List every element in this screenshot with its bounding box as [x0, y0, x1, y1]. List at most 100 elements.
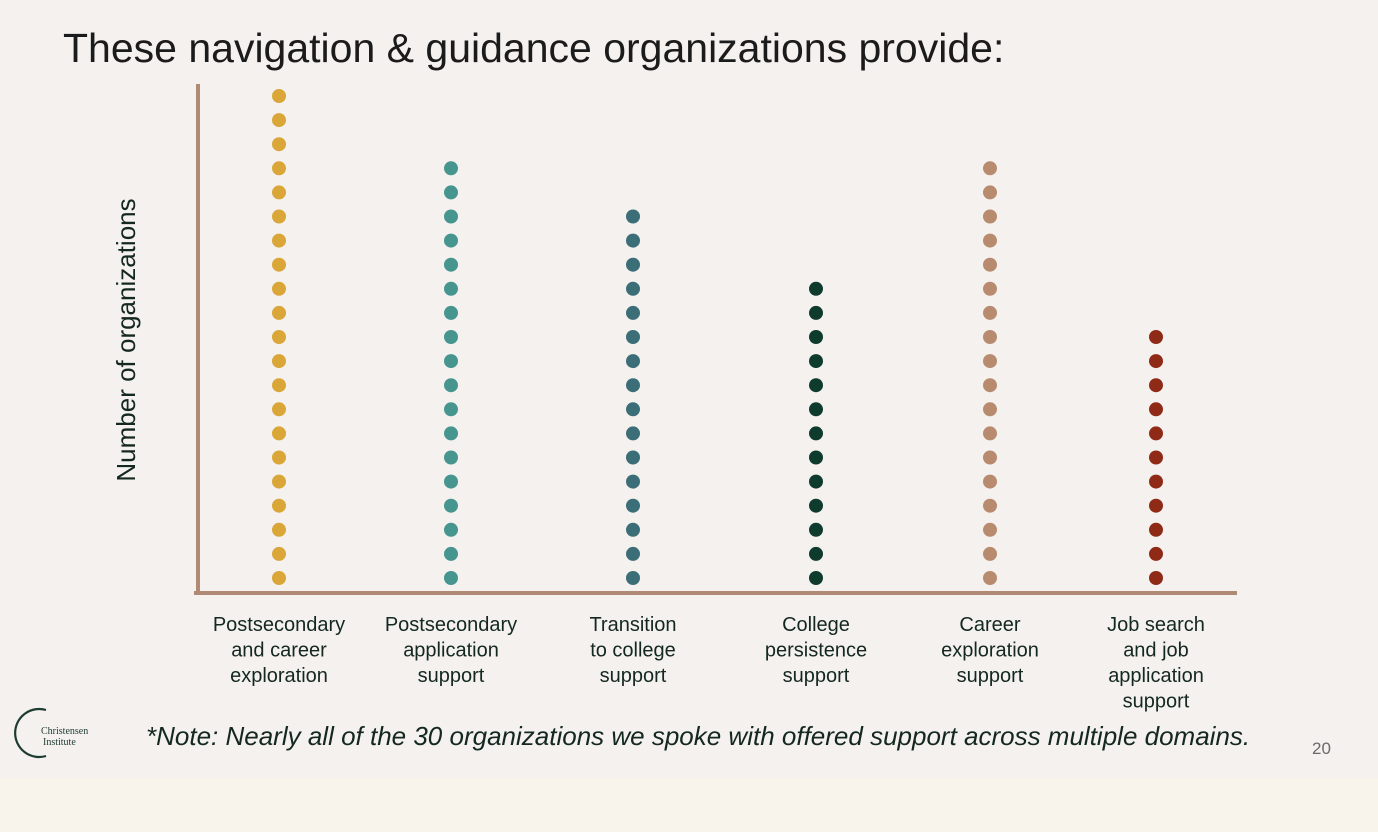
category-label-line: application [403, 640, 499, 662]
data-dot [444, 522, 458, 537]
data-dot [1149, 426, 1163, 441]
data-dot [444, 450, 458, 465]
data-dot [272, 522, 286, 537]
data-dot [272, 137, 286, 152]
data-dot [272, 426, 286, 441]
data-dot [444, 571, 458, 585]
data-dot [983, 571, 997, 585]
data-dot [272, 161, 286, 176]
data-dot [626, 426, 640, 441]
category-label-line: and job [1123, 640, 1189, 662]
data-dot [626, 402, 640, 417]
data-dot [444, 161, 458, 176]
category-label-line: support [1123, 691, 1190, 713]
category-label-line: Postsecondary [213, 614, 345, 636]
data-dot [272, 209, 286, 224]
category-label-line: College [782, 614, 850, 636]
category-label: Transition to college support [589, 614, 676, 687]
data-dot [272, 571, 286, 585]
slide-title: These navigation & guidance organization… [63, 25, 1005, 71]
slide: These navigation & guidance organization… [12, 25, 1331, 761]
category-label: Postsecondary and career exploration [213, 614, 345, 687]
christensen-institute-logo: Christensen Institute [12, 705, 112, 761]
data-dot [983, 522, 997, 537]
data-dot [809, 474, 823, 489]
logo-ring-icon [14, 707, 47, 759]
data-dot [983, 546, 997, 561]
data-dot [444, 402, 458, 417]
data-dot [1149, 354, 1163, 369]
data-dot [444, 281, 458, 296]
data-dot [272, 89, 286, 103]
data-dot [272, 402, 286, 417]
data-dot [272, 354, 286, 369]
data-dot [983, 209, 997, 224]
data-dot [809, 281, 823, 296]
data-dot [626, 474, 640, 489]
data-dot [444, 209, 458, 224]
data-dot [983, 474, 997, 489]
dot-column [809, 281, 823, 585]
data-dot [272, 305, 286, 320]
footnote: *Note: Nearly all of the 30 organization… [146, 721, 1251, 751]
category-label-line: support [418, 665, 485, 687]
data-dot [983, 161, 997, 176]
category-label: College persistence support [765, 614, 867, 687]
data-dot [272, 474, 286, 489]
dot-column [626, 209, 640, 585]
category-label-line: application [1108, 665, 1204, 687]
data-dot [1149, 450, 1163, 465]
data-dot [444, 257, 458, 272]
data-dot [444, 498, 458, 513]
data-dot [272, 257, 286, 272]
data-dot [626, 281, 640, 296]
category-label-line: to college [590, 640, 676, 662]
data-dot [809, 378, 823, 393]
data-dot [809, 426, 823, 441]
data-dot [626, 498, 640, 513]
category-label-line: exploration [941, 640, 1039, 662]
category-label-line: Career [959, 614, 1020, 636]
data-dot [1149, 330, 1163, 344]
data-dot [626, 354, 640, 369]
data-dot [809, 305, 823, 320]
data-dot [1149, 546, 1163, 561]
data-dot [809, 402, 823, 417]
dot-column [983, 161, 997, 585]
data-dot [272, 185, 286, 200]
data-dot [626, 546, 640, 561]
data-dot [983, 378, 997, 393]
category-label-line: support [600, 665, 667, 687]
data-dot [809, 450, 823, 465]
data-dot [983, 498, 997, 513]
data-dot [1149, 571, 1163, 585]
data-dot [272, 450, 286, 465]
data-dot [983, 281, 997, 296]
data-dot [626, 233, 640, 248]
category-label-line: and career [231, 640, 327, 662]
data-dot [272, 330, 286, 344]
data-dot [983, 426, 997, 441]
category-label-line: exploration [230, 665, 328, 687]
data-dot [626, 450, 640, 465]
data-dot [983, 450, 997, 465]
data-dot [809, 498, 823, 513]
data-dot [272, 281, 286, 296]
category-label-line: Job search [1107, 614, 1205, 636]
logo-line-1: Christensen [41, 726, 89, 737]
category-label: Postsecondary application support [385, 614, 517, 687]
dot-column [272, 89, 286, 585]
data-dot [444, 426, 458, 441]
category-label-line: persistence [765, 640, 867, 662]
y-axis-label: Number of organizations [111, 198, 141, 481]
data-dot [809, 330, 823, 344]
dot-chart: Number of organizations Postsecondary and … [111, 84, 1237, 713]
data-dot [444, 185, 458, 200]
data-dot [626, 209, 640, 224]
category-label-line: support [957, 665, 1024, 687]
data-dot [809, 522, 823, 537]
category-label: Job search and job application support [1107, 614, 1205, 713]
category-label-line: Postsecondary [385, 614, 517, 636]
data-dot [983, 330, 997, 344]
data-dot [444, 305, 458, 320]
